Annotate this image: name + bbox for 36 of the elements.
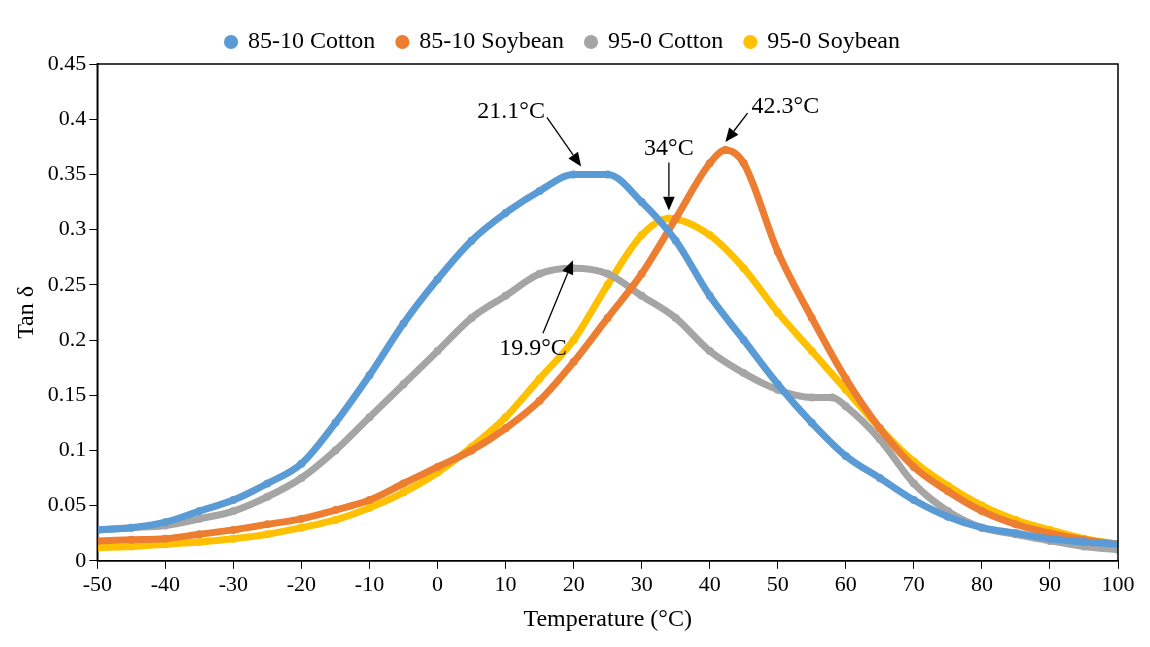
annotation: 19.9°C bbox=[499, 333, 567, 360]
y-tick-label: 0.25 bbox=[47, 270, 87, 296]
y-tick-label: 0.1 bbox=[58, 436, 87, 462]
y-tick-label: 0.2 bbox=[58, 325, 87, 351]
y-tick-label: 0.05 bbox=[47, 491, 87, 517]
x-tick-label: -20 bbox=[286, 570, 317, 596]
x-tick-label: -40 bbox=[150, 570, 181, 596]
legend-label: 85-10 Soybean bbox=[419, 27, 565, 54]
x-tick-label: 60 bbox=[834, 570, 857, 596]
annotation: 42.3°C bbox=[751, 92, 820, 119]
x-tick-label: 0 bbox=[432, 570, 444, 596]
x-tick-label: 20 bbox=[562, 570, 585, 596]
y-tick-label: 0.35 bbox=[47, 160, 87, 186]
annotation: 34°C bbox=[644, 133, 694, 160]
annotation: 21.1°C bbox=[477, 96, 545, 123]
x-tick-label: -50 bbox=[82, 570, 112, 596]
legend-label: 95-0 Cotton bbox=[608, 27, 724, 54]
x-tick-label: 40 bbox=[698, 570, 721, 596]
y-tick-label: 0.3 bbox=[58, 215, 87, 241]
x-tick-label: 80 bbox=[970, 570, 993, 596]
legend-label: 85-10 Cotton bbox=[248, 27, 376, 54]
x-tick-label: -30 bbox=[218, 570, 249, 596]
y-tick-label: 0.15 bbox=[47, 380, 87, 406]
x-tick-label: 50 bbox=[766, 570, 789, 596]
x-tick-label: 70 bbox=[902, 570, 925, 596]
x-tick-label: 10 bbox=[494, 570, 517, 596]
x-tick-label: 100 bbox=[1101, 570, 1135, 596]
y-tick-label: 0.4 bbox=[58, 104, 87, 130]
y-tick-label: 0 bbox=[75, 546, 87, 572]
x-tick-label: 90 bbox=[1038, 570, 1061, 596]
legend-label: 95-0 Soybean bbox=[767, 27, 900, 54]
x-tick-label: 30 bbox=[630, 570, 653, 596]
x-tick-label: -10 bbox=[354, 570, 385, 596]
y-axis-title: Tan δ bbox=[11, 285, 38, 339]
y-tick-label: 0.45 bbox=[47, 49, 87, 75]
x-axis-title: Temperature (°C) bbox=[523, 604, 692, 631]
